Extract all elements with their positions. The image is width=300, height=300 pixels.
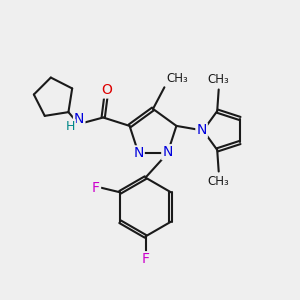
Text: N: N <box>74 112 84 126</box>
Text: N: N <box>134 146 144 161</box>
Text: F: F <box>92 181 100 195</box>
Text: CH₃: CH₃ <box>208 74 230 86</box>
Text: CH₃: CH₃ <box>208 175 230 188</box>
Text: CH₃: CH₃ <box>167 72 188 85</box>
Text: N: N <box>162 145 172 159</box>
Text: O: O <box>101 83 112 98</box>
Text: H: H <box>65 120 75 133</box>
Text: N: N <box>196 124 207 137</box>
Text: F: F <box>142 252 149 266</box>
